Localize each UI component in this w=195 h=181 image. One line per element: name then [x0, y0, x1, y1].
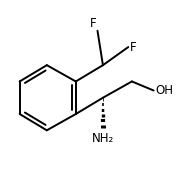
Text: NH₂: NH₂: [92, 132, 114, 145]
Text: F: F: [130, 41, 137, 54]
Text: F: F: [90, 17, 97, 30]
Text: OH: OH: [155, 84, 173, 97]
